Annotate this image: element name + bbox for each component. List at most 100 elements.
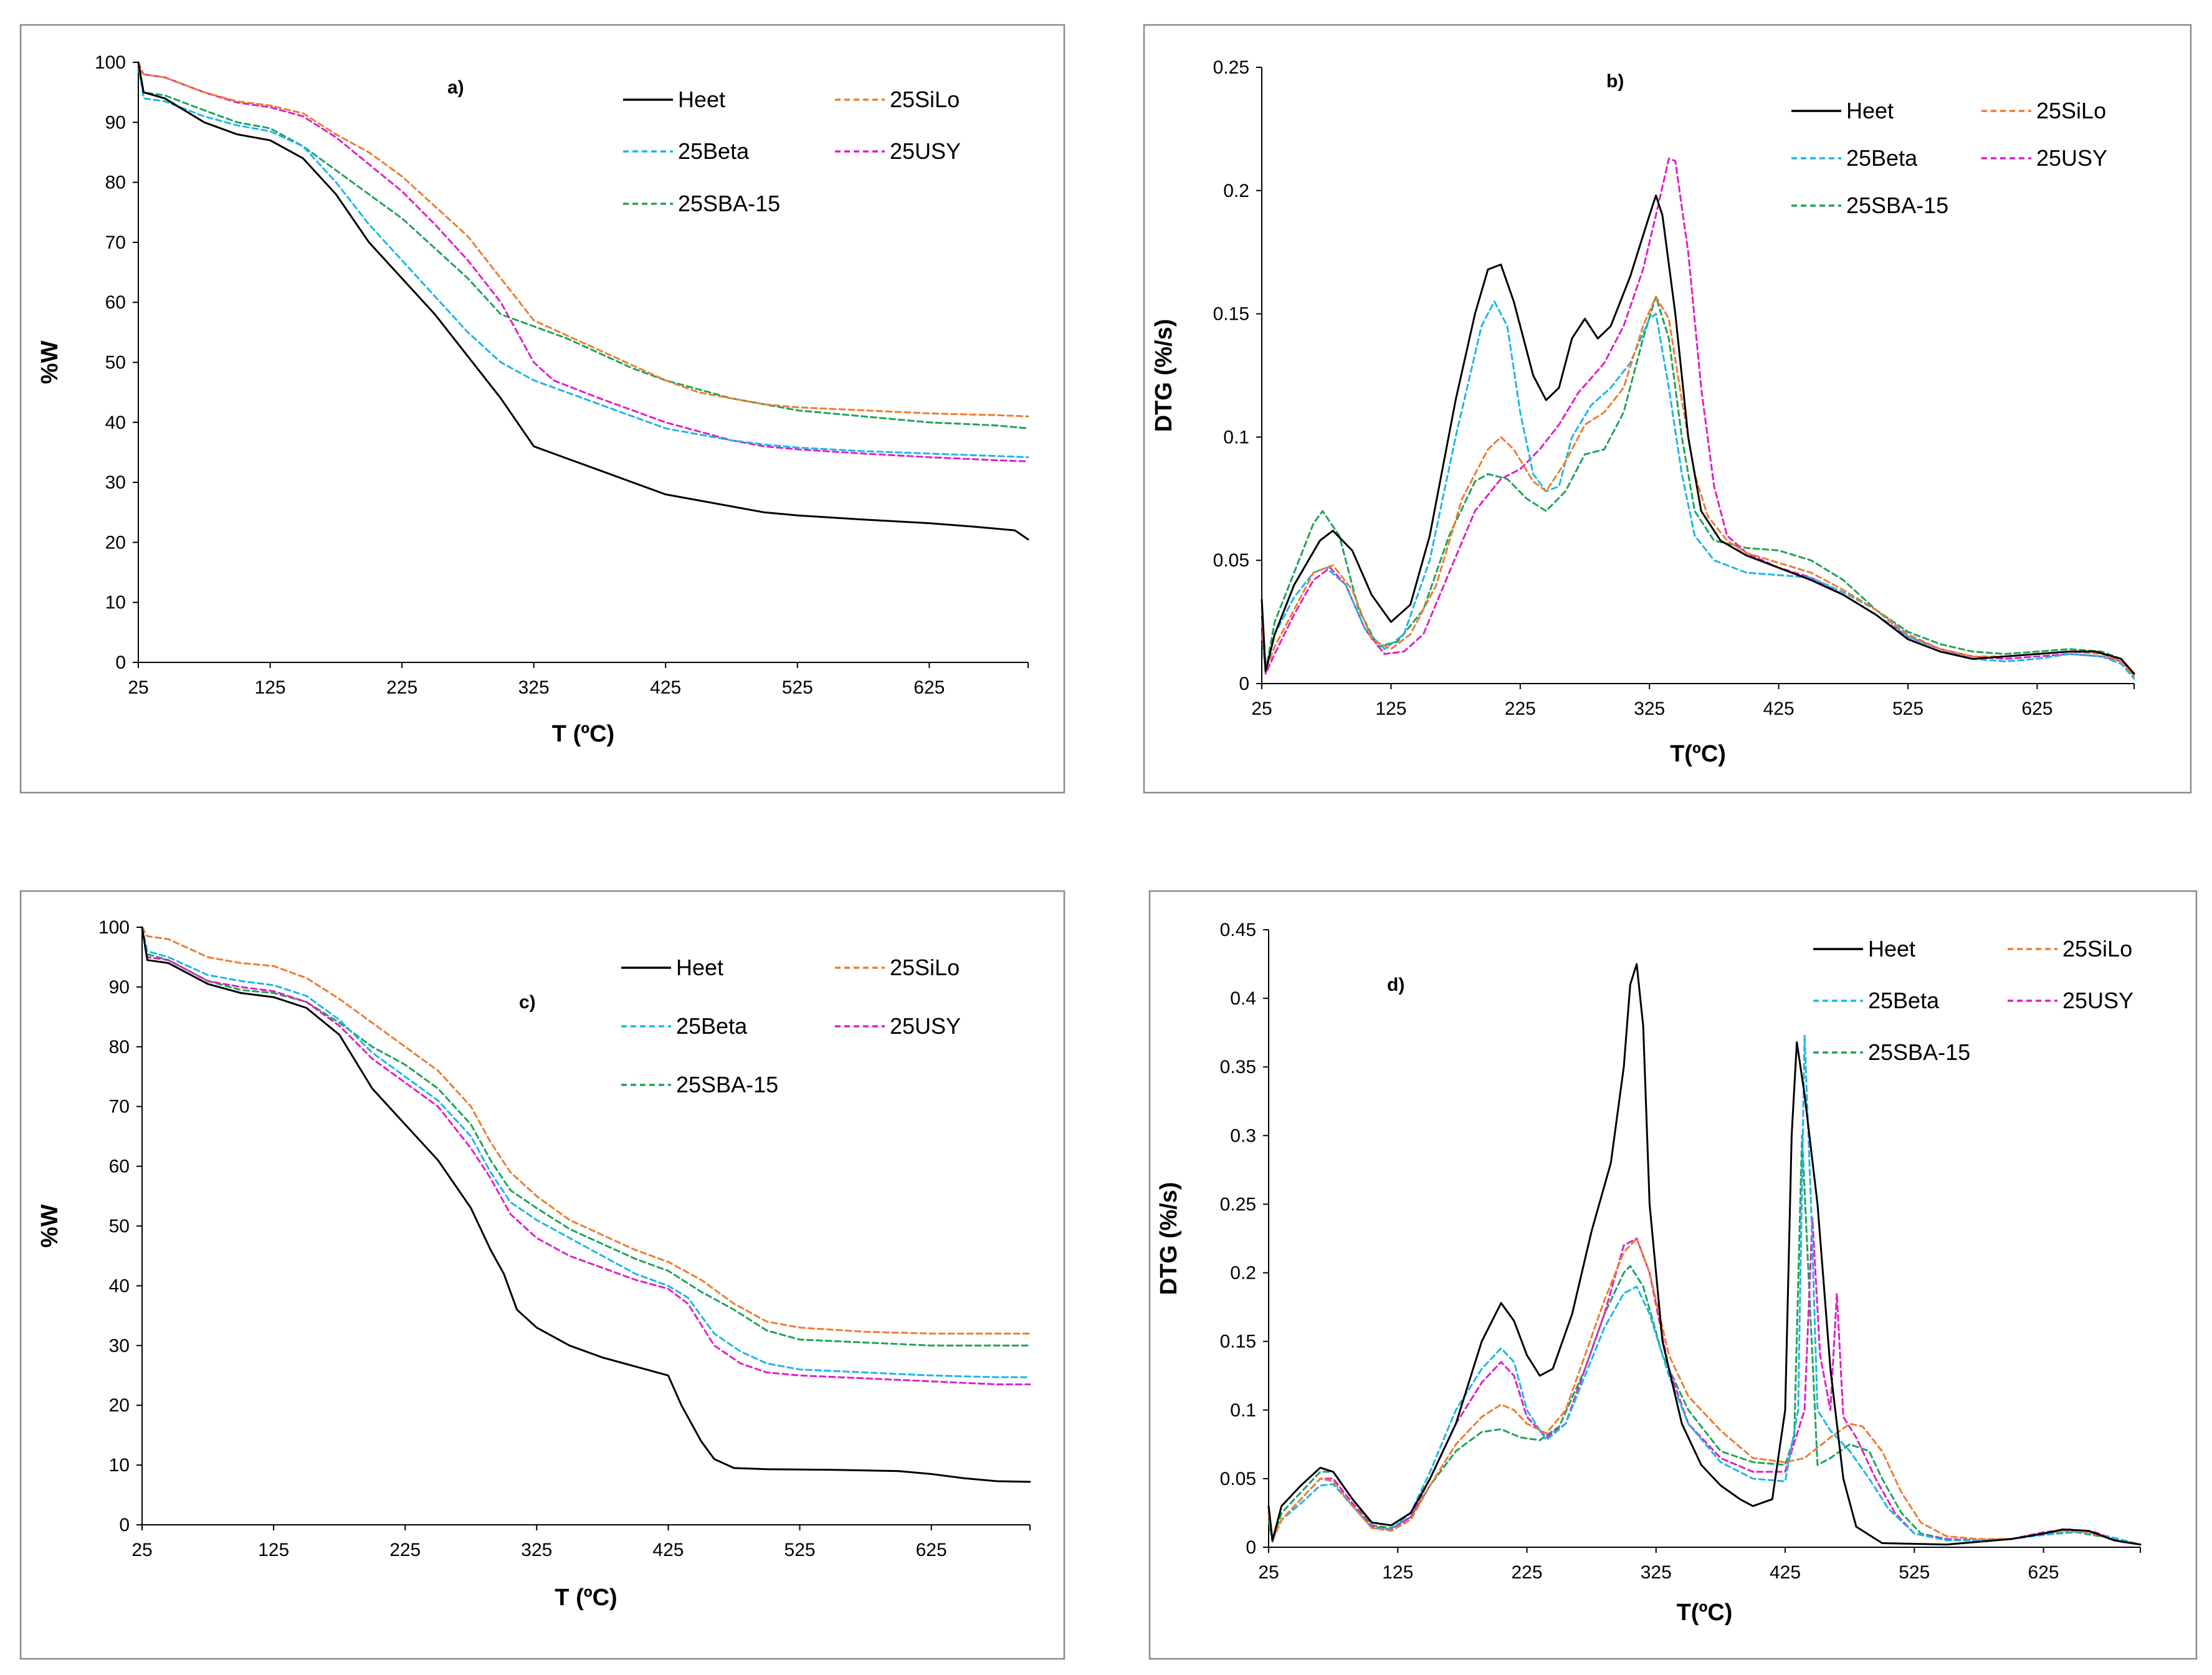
x-tick-label: 425 (650, 677, 681, 698)
legend-label-25silo: 25SiLo (890, 955, 960, 980)
legend-label-25beta: 25Beta (676, 1013, 748, 1039)
y-tick-label: 0 (119, 1515, 130, 1535)
x-tick-label: 25 (1258, 1562, 1279, 1583)
panel-frame (1143, 24, 2192, 794)
y-tick-label: 20 (105, 532, 126, 553)
y-tick-label: 0 (115, 652, 126, 673)
y-tick-label: 70 (109, 1097, 130, 1117)
legend-label-25usy: 25USY (890, 1013, 961, 1039)
y-tick-label: 10 (105, 593, 126, 613)
x-tick-label: 125 (1375, 699, 1406, 719)
x-tick-label: 125 (258, 1540, 289, 1560)
panel-frame (1148, 890, 2198, 1660)
y-tick-label: 0.05 (1213, 550, 1249, 571)
series-line-25usy (141, 926, 1031, 1386)
series-line-25sba-15 (1261, 295, 2135, 677)
y-tick-label: 40 (105, 413, 126, 433)
chart-panel-b: 0 0.05 0.1 0.15 0.2 0.25 25 125 225 325 425 525 625 T… (1143, 24, 2192, 794)
x-tick-label: 125 (1382, 1562, 1413, 1583)
y-tick-label: 0.15 (1213, 304, 1249, 325)
x-axis-label: T(ºC) (1677, 1600, 1733, 1626)
legend-label-heet: Heet (1868, 936, 1915, 962)
legend-label-25usy: 25USY (2062, 988, 2133, 1013)
series-line-25usy (137, 67, 1029, 462)
x-tick-label: 125 (255, 677, 286, 698)
series-line-25silo (1261, 295, 2135, 677)
y-axis-label: %W (37, 1205, 63, 1248)
legend-label-25sba-15: 25SBA-15 (1868, 1039, 1970, 1065)
x-tick-label: 625 (916, 1540, 947, 1560)
x-tick-label: 325 (521, 1540, 552, 1560)
x-axis-label: T (ºC) (555, 1585, 617, 1611)
legend-label-25sba-15: 25SBA-15 (1846, 193, 1948, 218)
x-tick-label: 225 (389, 1540, 421, 1560)
x-tick-label: 25 (131, 1540, 152, 1560)
x-tick-label: 425 (1763, 699, 1795, 719)
series-line-25sba-15 (141, 926, 1031, 1347)
x-axis-label: T(ºC) (1670, 741, 1726, 767)
y-tick-label: 60 (105, 292, 126, 313)
legend: Heet 25SiLo 25Beta 25USY 25SBA-15 (621, 955, 961, 1097)
series-line-heet (1267, 963, 2142, 1546)
series-line-heet (137, 61, 1029, 541)
legend: Heet 25SiLo 25Beta 25USY 25SBA-15 (623, 87, 961, 216)
y-tick-label: 0.1 (1230, 1400, 1256, 1421)
y-tick-label: 0.2 (1230, 1263, 1256, 1284)
x-tick-label: 225 (386, 677, 417, 698)
x-tick-label: 225 (1505, 699, 1536, 719)
y-tick-label: 100 (95, 52, 126, 73)
y-tick-label: 70 (105, 232, 126, 253)
x-tick-label: 425 (1770, 1562, 1801, 1583)
legend-label-25beta: 25Beta (1846, 145, 1918, 171)
x-tick-label: 25 (1251, 699, 1272, 719)
y-tick-label: 60 (109, 1157, 130, 1177)
panel-tag: d) (1387, 975, 1404, 995)
series-line-heet (141, 926, 1031, 1483)
y-tick-label: 0.45 (1220, 920, 1256, 940)
y-tick-label: 0.15 (1220, 1332, 1256, 1352)
x-tick-label: 525 (1892, 699, 1924, 719)
y-tick-label: 0.3 (1230, 1125, 1256, 1146)
chart-panel-c: 0 10 20 30 40 50 60 70 80 90 100 25 125 225 325 425 525 6… (19, 890, 1065, 1660)
x-axis-label: T (ºC) (552, 721, 614, 747)
series-line-25silo (141, 926, 1031, 1335)
legend-label-heet: Heet (678, 87, 725, 112)
legend-label-25sba-15: 25SBA-15 (678, 191, 780, 216)
chart-panel-a: 0 10 20 30 40 50 60 70 80 90 100 25 125 225 325 425 525 6… (19, 24, 1065, 794)
legend-label-heet: Heet (1846, 98, 1894, 123)
y-tick-label: 30 (109, 1335, 130, 1356)
x-tick-label: 625 (2028, 1562, 2059, 1583)
panel-tag: c) (519, 992, 536, 1013)
y-tick-label: 40 (109, 1276, 130, 1296)
y-tick-label: 0 (1246, 1537, 1256, 1558)
x-tick-label: 525 (784, 1540, 816, 1560)
x-tick-label: 225 (1511, 1562, 1542, 1583)
y-tick-label: 0.1 (1223, 427, 1249, 447)
series-line-25beta (137, 61, 1029, 459)
y-axis-label: DTG (%/s) (1151, 319, 1177, 432)
panel-frame (19, 24, 1065, 794)
legend-label-25beta: 25Beta (678, 138, 750, 164)
x-tick-label: 525 (1899, 1562, 1930, 1583)
y-tick-label: 80 (105, 173, 126, 193)
y-tick-label: 10 (109, 1455, 130, 1476)
series-line-25silo (137, 61, 1029, 418)
legend-label-25usy: 25USY (2036, 145, 2107, 171)
legend: Heet 25SiLo 25Beta 25USY 25SBA-15 (1791, 98, 2107, 218)
legend-label-25beta: 25Beta (1868, 988, 1940, 1013)
legend-label-25silo: 25SiLo (2036, 98, 2106, 123)
x-tick-label: 425 (652, 1540, 684, 1560)
series-line-25beta (141, 926, 1031, 1378)
y-tick-label: 0.05 (1220, 1469, 1256, 1489)
y-tick-label: 90 (109, 977, 130, 998)
y-tick-label: 80 (109, 1037, 130, 1057)
y-tick-label: 50 (105, 353, 126, 373)
y-tick-label: 0.35 (1220, 1057, 1256, 1077)
y-tick-label: 0.25 (1213, 57, 1249, 78)
series-line-25sba-15 (137, 67, 1029, 429)
y-tick-label: 0.4 (1230, 988, 1256, 1009)
x-tick-label: 325 (1641, 1562, 1672, 1583)
y-tick-label: 20 (109, 1395, 130, 1416)
x-tick-label: 325 (518, 677, 550, 698)
